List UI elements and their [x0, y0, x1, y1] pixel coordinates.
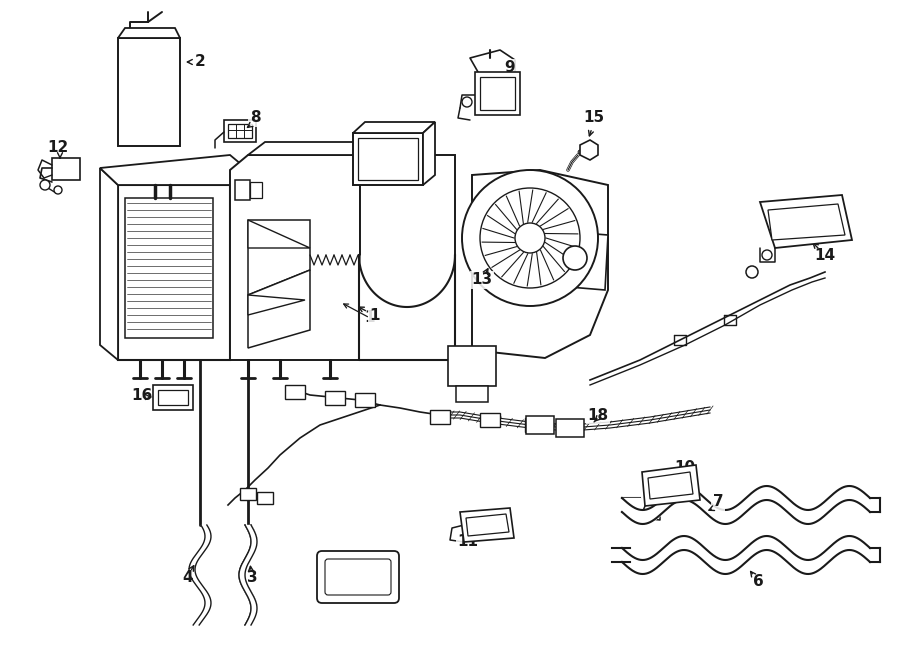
Circle shape — [462, 170, 598, 306]
Circle shape — [54, 186, 62, 194]
Text: 18: 18 — [588, 407, 608, 422]
Polygon shape — [526, 416, 554, 434]
Polygon shape — [100, 168, 118, 360]
Bar — [358, 138, 418, 180]
Text: 13: 13 — [472, 272, 492, 288]
Bar — [250, 182, 262, 198]
Bar — [456, 386, 488, 402]
Text: 3: 3 — [247, 570, 257, 586]
Bar — [118, 38, 180, 146]
Text: 5: 5 — [355, 582, 365, 598]
Polygon shape — [248, 295, 305, 315]
Polygon shape — [325, 391, 345, 405]
Polygon shape — [248, 142, 375, 155]
Text: 16: 16 — [131, 387, 153, 403]
Circle shape — [480, 188, 580, 288]
Circle shape — [40, 180, 50, 190]
Polygon shape — [648, 472, 693, 499]
Polygon shape — [580, 140, 598, 160]
Bar — [353, 133, 423, 185]
FancyBboxPatch shape — [325, 559, 391, 595]
Polygon shape — [768, 204, 845, 240]
Polygon shape — [423, 122, 435, 185]
FancyBboxPatch shape — [317, 551, 399, 603]
Polygon shape — [257, 492, 273, 504]
Text: 6: 6 — [752, 574, 763, 590]
Polygon shape — [118, 185, 230, 360]
Text: 2: 2 — [194, 54, 205, 69]
Polygon shape — [248, 220, 310, 295]
Polygon shape — [285, 385, 305, 399]
Text: 4: 4 — [183, 570, 194, 586]
Polygon shape — [248, 220, 310, 248]
Polygon shape — [230, 155, 360, 360]
Text: 7: 7 — [713, 494, 724, 510]
Text: 8: 8 — [249, 110, 260, 126]
Polygon shape — [480, 413, 500, 427]
Polygon shape — [466, 514, 509, 536]
Text: 15: 15 — [583, 110, 605, 126]
Polygon shape — [760, 195, 852, 248]
Text: 1: 1 — [370, 307, 380, 323]
Polygon shape — [525, 418, 545, 432]
Polygon shape — [545, 230, 608, 290]
Text: 9: 9 — [505, 61, 516, 75]
Polygon shape — [430, 410, 450, 424]
Polygon shape — [642, 465, 700, 506]
Polygon shape — [100, 155, 248, 185]
Polygon shape — [248, 270, 310, 348]
Bar — [228, 124, 252, 138]
Text: 12: 12 — [48, 141, 68, 155]
Bar — [480, 77, 515, 110]
Circle shape — [746, 266, 758, 278]
Polygon shape — [475, 72, 520, 115]
Text: 17: 17 — [457, 348, 479, 362]
Polygon shape — [460, 508, 514, 542]
Bar — [125, 198, 213, 338]
Circle shape — [515, 223, 545, 253]
Circle shape — [462, 97, 472, 107]
Polygon shape — [353, 122, 435, 133]
Polygon shape — [355, 393, 375, 407]
Text: 10: 10 — [674, 461, 696, 475]
Polygon shape — [240, 488, 256, 500]
Bar — [52, 158, 80, 180]
Text: 11: 11 — [457, 535, 479, 549]
Circle shape — [762, 250, 772, 260]
Bar — [153, 385, 193, 410]
Circle shape — [563, 246, 587, 270]
Polygon shape — [556, 419, 584, 437]
Polygon shape — [118, 28, 180, 38]
Bar — [448, 346, 496, 386]
Text: 14: 14 — [814, 247, 835, 262]
Bar — [158, 390, 188, 405]
Bar — [224, 120, 256, 142]
Text: 1: 1 — [364, 311, 375, 325]
Polygon shape — [472, 170, 608, 358]
Bar — [235, 180, 250, 200]
Polygon shape — [360, 155, 455, 360]
